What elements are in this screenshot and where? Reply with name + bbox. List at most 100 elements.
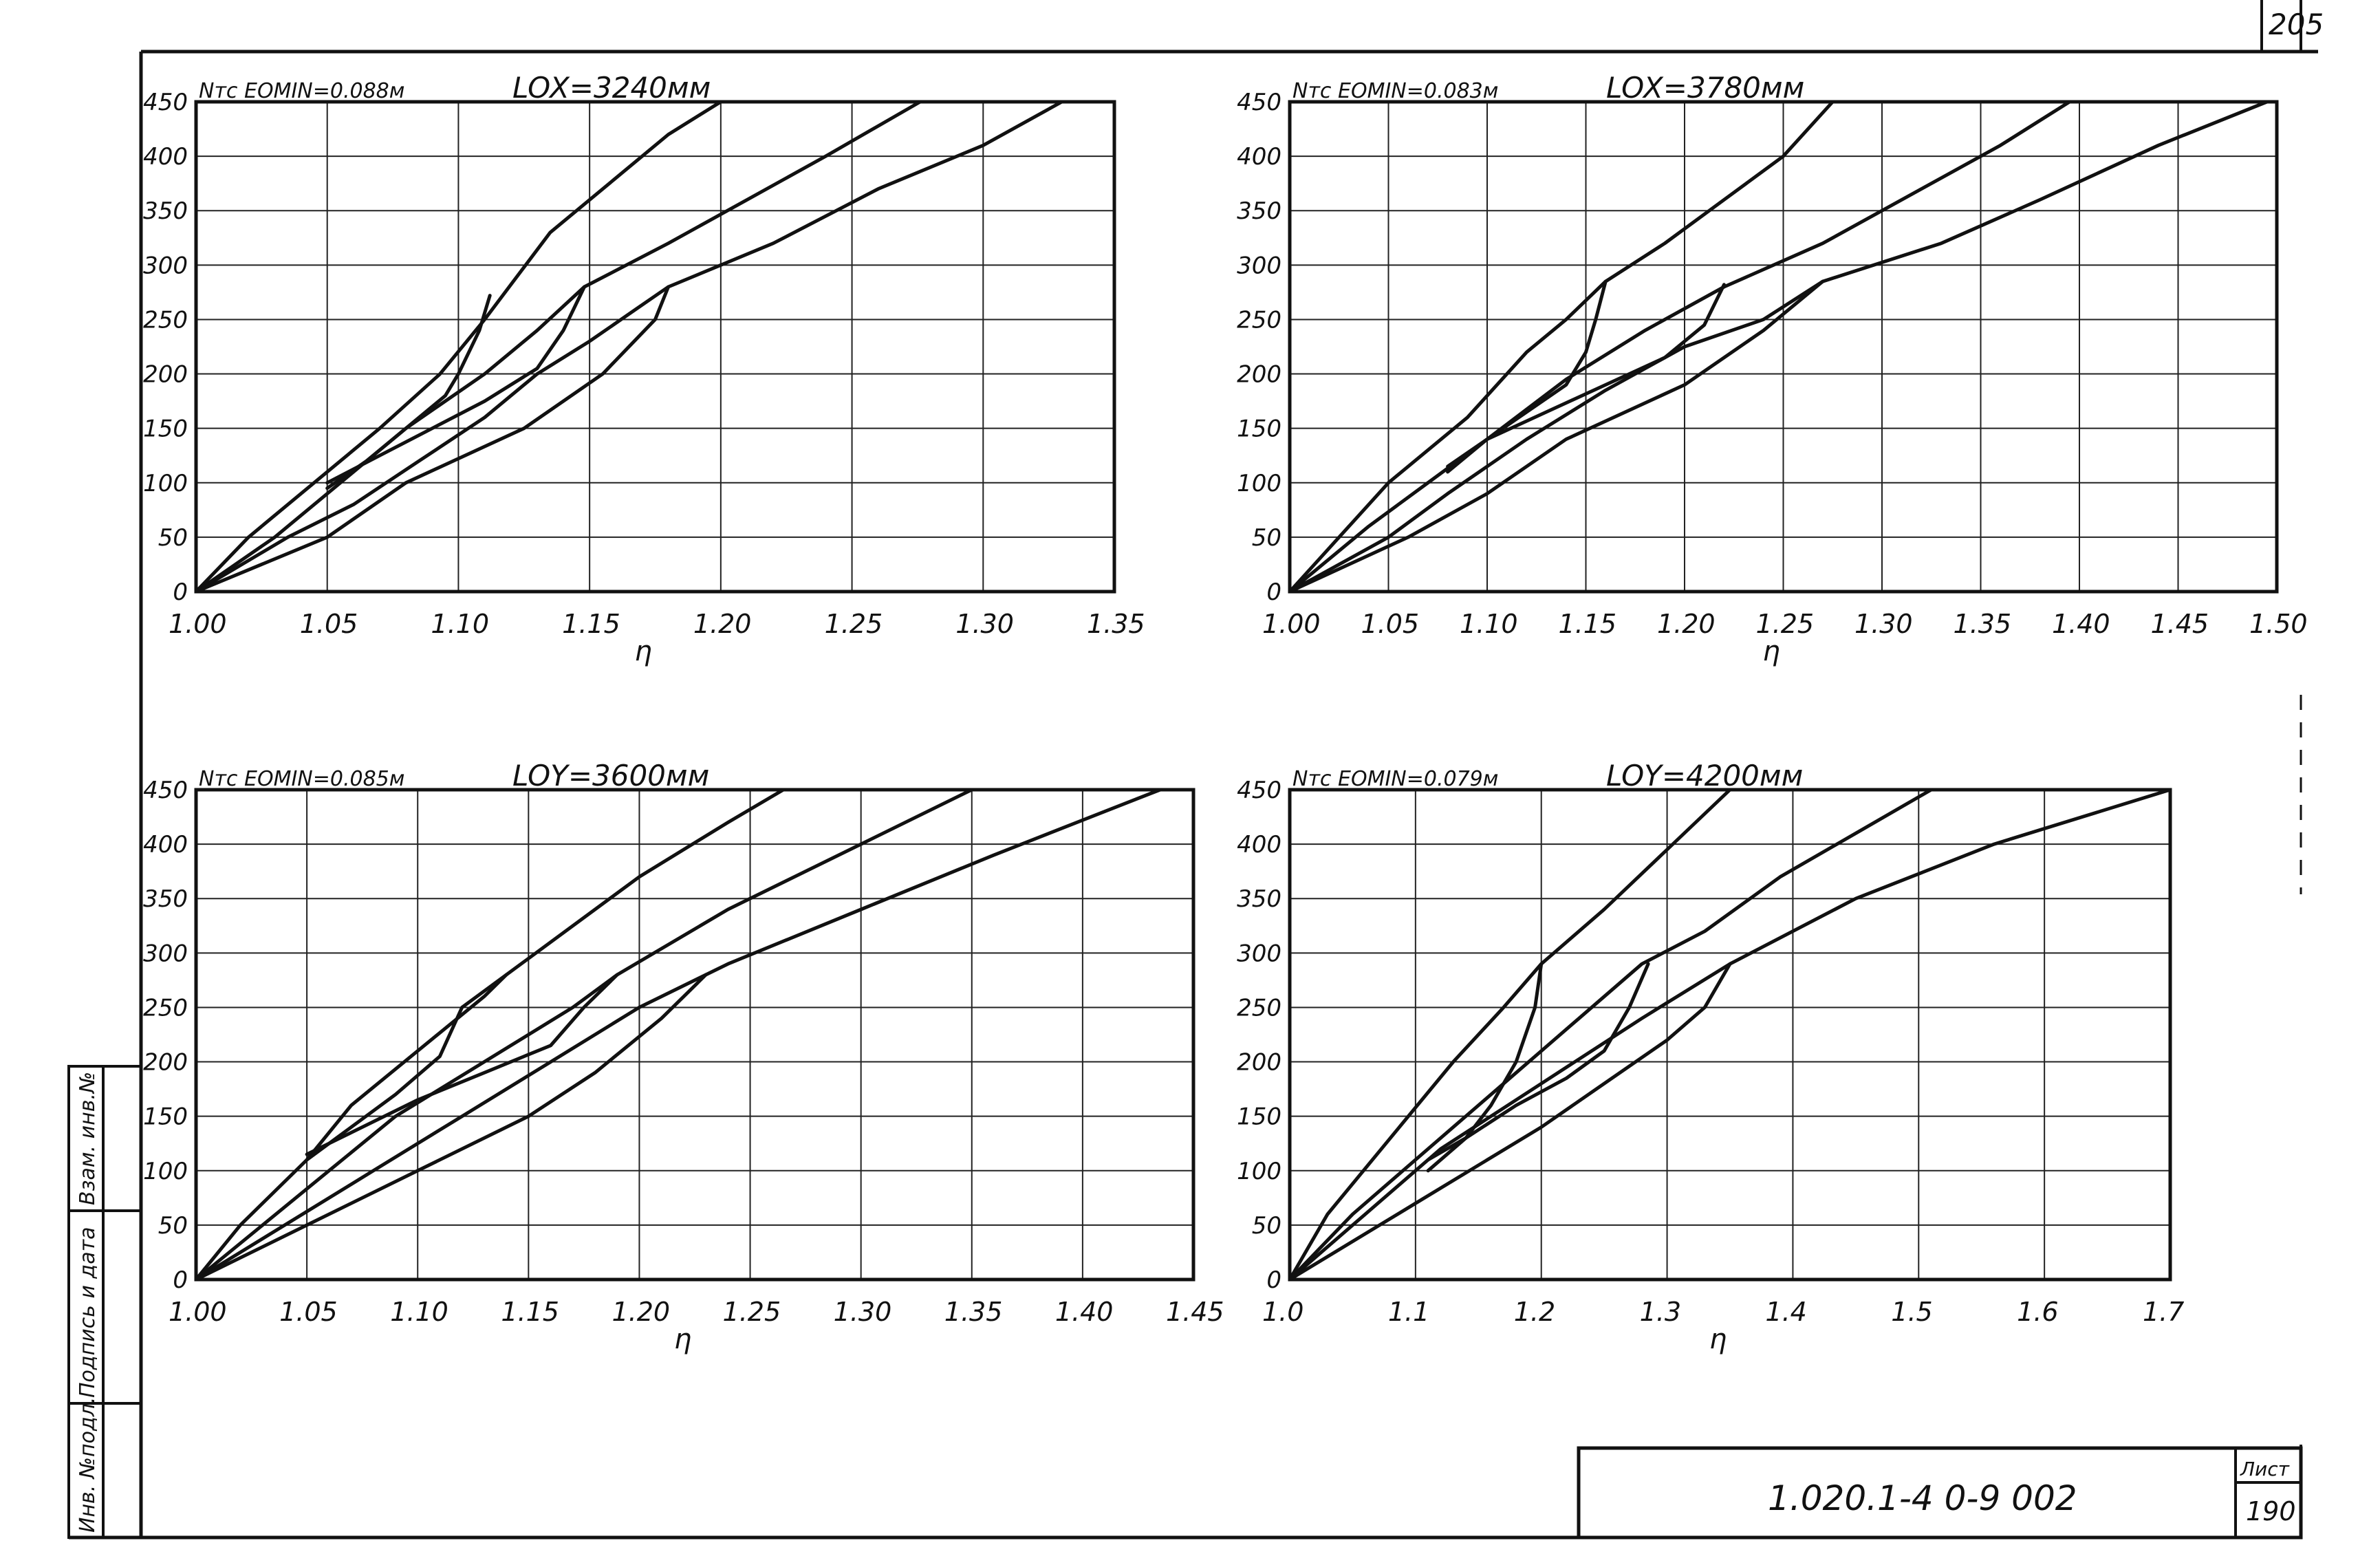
chart-1-y-tick-label: 0 — [173, 579, 188, 606]
chart-4: 1.0 1.1 1.2 1.3 1.4 1.5 1.6 1.7 0 50 100 150 200 250 3… — [1237, 759, 2184, 1355]
chart-1-x-axis-label: η — [635, 636, 652, 667]
chart-2-x-tick-label: 1.45 — [2151, 609, 2209, 639]
chart-1-y-tick-label: 400 — [143, 143, 188, 171]
chart-2-x-tick-label: 1.05 — [1361, 609, 1420, 639]
chart-3: 1.00 1.05 1.10 1.15 1.20 1.25 1.30 1.35 1.40 1.45… — [143, 759, 1224, 1355]
chart-3-y-tick-label: 0 — [173, 1266, 188, 1294]
chart-1-lo-label: LOX=3240мм — [512, 71, 711, 105]
chart-1-y-tick-label: 250 — [143, 306, 188, 334]
doc-code: 1.020.1-4 0-9 002 — [1768, 1478, 2077, 1518]
chart-4-y-axis-label: Nтс — [1292, 767, 1332, 791]
chart-4-plot-frame — [1288, 788, 2172, 1282]
chart-3-x-tick-label: 1.20 — [612, 1297, 670, 1327]
chart-3-y-tick-label: 250 — [143, 994, 188, 1022]
chart-2-lo-label: LOX=3780мм — [1606, 71, 1804, 105]
chart-1-y-tick-label: 200 — [143, 361, 188, 389]
chart-1-y-tick-label: 100 — [143, 470, 188, 497]
chart-3-x-tick-label: 1.25 — [723, 1297, 781, 1327]
chart-3-curve-2 — [194, 788, 974, 1282]
chart-3-x-tick-label: 1.00 — [169, 1297, 227, 1327]
chart-2-x-tick-label: 1.20 — [1657, 609, 1716, 639]
chart-2-y-tick-label: 400 — [1237, 143, 1281, 171]
chart-3-y-tick-label: 450 — [143, 777, 188, 804]
chart-3-x-tick-label: 1.35 — [944, 1297, 1003, 1327]
chart-4-curve-6 — [1426, 962, 1650, 1162]
chart-1-curve-5 — [325, 294, 492, 490]
chart-3-y-tick-label: 400 — [143, 831, 188, 859]
chart-1-curve-2 — [194, 100, 922, 594]
chart-2-x-tick-label: 1.15 — [1559, 609, 1617, 639]
side-stamp-inv-no: Инв. №подл. — [76, 1397, 100, 1533]
side-stamp: Инв. №подл. Подпись и дата Взам. инв.№ — [67, 1065, 142, 1539]
chart-4-eomin-label: EOMIN=0.079м — [1338, 767, 1498, 791]
chart-2-curve-4 — [1288, 279, 1825, 594]
chart-4-x-tick-label: 1.6 — [2017, 1297, 2058, 1327]
chart-1-x-tick-label: 1.05 — [300, 609, 358, 639]
chart-1-y-tick-label: 350 — [143, 197, 188, 225]
chart-3-y-tick-label: 350 — [143, 885, 188, 913]
chart-2-x-tick-label: 1.30 — [1854, 609, 1913, 639]
chart-2-x-tick-label: 1.25 — [1756, 609, 1815, 639]
title-block: 1.020.1-4 0-9 002 Лист 190 — [1577, 1446, 2303, 1540]
chart-3-x-tick-label: 1.30 — [834, 1297, 892, 1327]
chart-1-x-tick-label: 1.00 — [169, 609, 227, 639]
chart-3-lo-label: LOY=3600мм — [512, 759, 709, 792]
chart-3-y-tick-label: 300 — [143, 940, 188, 967]
chart-4-y-tick-label: 0 — [1266, 1266, 1281, 1294]
chart-4-curve-4 — [1288, 962, 1732, 1282]
chart-2-y-tick-label: 350 — [1237, 197, 1281, 225]
title-block-frame — [1577, 1446, 2303, 1540]
chart-3-curve-3 — [194, 788, 1162, 1282]
chart-2-y-tick-label: 300 — [1237, 252, 1281, 279]
chart-2-y-tick-label: 250 — [1237, 306, 1281, 334]
chart-1-x-tick-label: 1.20 — [693, 609, 752, 639]
chart-1-y-tick-label: 450 — [143, 89, 188, 116]
chart-1-y-tick-label: 150 — [143, 416, 188, 443]
chart-4-x-axis-label: η — [1709, 1324, 1727, 1355]
chart-4-x-tick-label: 1.0 — [1262, 1297, 1303, 1327]
side-stamp-signature-date: Подпись и дата — [76, 1227, 100, 1399]
side-stamp-frame — [67, 1065, 142, 1539]
chart-1-curve-6 — [325, 285, 586, 485]
chart-3-x-tick-label: 1.10 — [390, 1297, 448, 1327]
chart-3-x-tick-label: 1.45 — [1166, 1297, 1224, 1327]
chart-4-x-tick-label: 1.4 — [1765, 1297, 1806, 1327]
chart-4-y-tick-label: 200 — [1237, 1049, 1281, 1077]
corner-number: 205 — [2269, 8, 2324, 41]
chart-3-x-axis-label: η — [674, 1324, 691, 1355]
chart-3-curve-4 — [194, 973, 708, 1282]
chart-1-x-tick-label: 1.15 — [562, 609, 620, 639]
chart-4-curve-2 — [1288, 788, 1934, 1282]
chart-3-curve-6 — [305, 973, 619, 1156]
chart-2-y-tick-label: 150 — [1237, 416, 1281, 443]
chart-2-y-tick-label: 450 — [1237, 89, 1281, 116]
chart-4-y-tick-label: 400 — [1237, 831, 1281, 859]
list-number: 190 — [2246, 1496, 2296, 1526]
chart-2-x-tick-label: 1.00 — [1262, 609, 1321, 639]
list-label: Лист — [2240, 1458, 2290, 1480]
chart-2-curve-1 — [1288, 100, 1835, 594]
chart-2-curve-2 — [1288, 100, 2072, 594]
chart-2-x-tick-label: 1.50 — [2249, 609, 2308, 639]
chart-2-eomin-label: EOMIN=0.083м — [1338, 79, 1498, 103]
chart-4-y-tick-label: 150 — [1237, 1103, 1281, 1131]
chart-4-y-tick-label: 100 — [1237, 1158, 1281, 1185]
chart-2-y-tick-label: 100 — [1237, 470, 1281, 497]
chart-3-y-axis-label: Nтс — [199, 767, 238, 791]
chart-4-x-tick-label: 1.2 — [1514, 1297, 1555, 1327]
chart-1-plot-frame — [194, 100, 1116, 594]
chart-1-curve-4 — [194, 285, 671, 594]
chart-3-plot-frame — [194, 788, 1196, 1282]
chart-2-y-axis-label: Nтс — [1292, 79, 1332, 103]
chart-3-y-tick-label: 100 — [143, 1158, 188, 1185]
chart-4-y-tick-label: 50 — [1252, 1212, 1281, 1240]
chart-4-x-tick-label: 1.5 — [1891, 1297, 1932, 1327]
chart-2-curve-5 — [1446, 279, 1608, 474]
chart-2-x-axis-label: η — [1763, 636, 1780, 667]
chart-1-y-tick-label: 300 — [143, 252, 188, 279]
chart-2-curve-6 — [1446, 283, 1726, 468]
chart-3-y-tick-label: 200 — [143, 1049, 188, 1077]
chart-3-x-tick-label: 1.40 — [1055, 1297, 1114, 1327]
chart-3-curve-1 — [194, 788, 786, 1282]
